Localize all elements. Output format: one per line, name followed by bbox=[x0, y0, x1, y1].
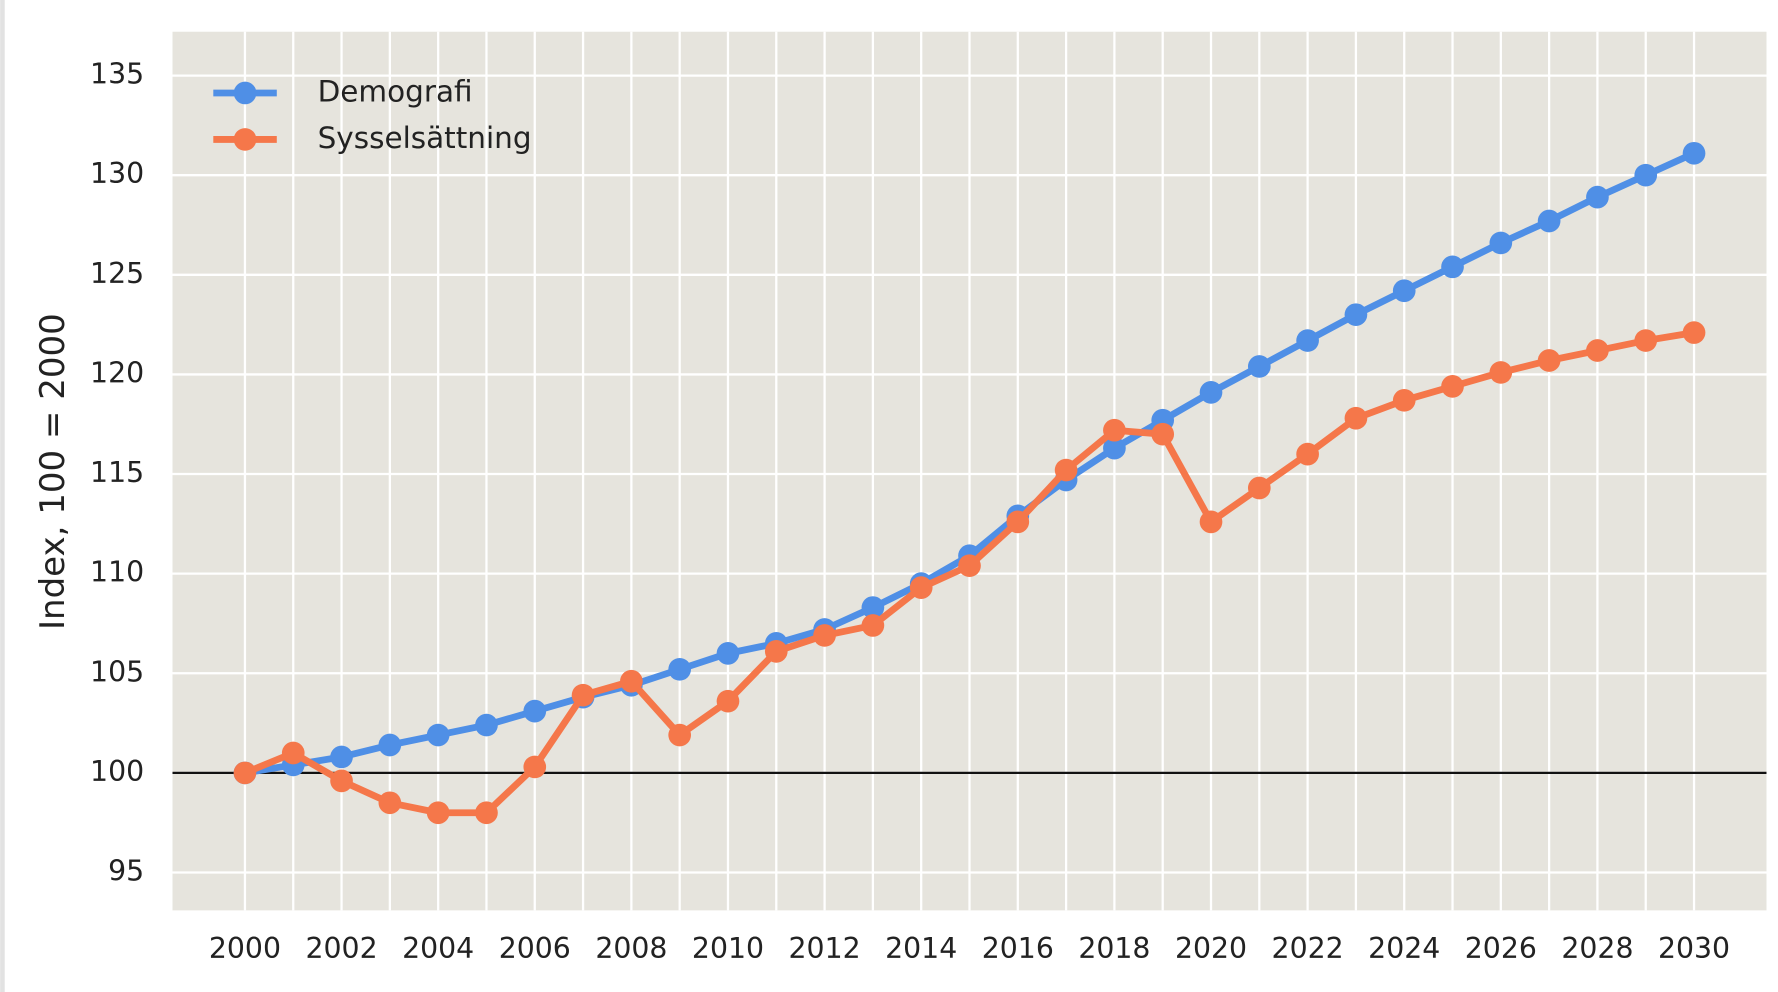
x-tick-label: 2028 bbox=[1561, 932, 1633, 965]
point bbox=[764, 640, 788, 663]
edge bbox=[0, 0, 5, 992]
point bbox=[1537, 349, 1561, 372]
point bbox=[475, 801, 498, 825]
point bbox=[475, 713, 498, 737]
point bbox=[330, 769, 353, 793]
point bbox=[1586, 339, 1609, 362]
x-tick-label: 2010 bbox=[692, 932, 764, 965]
point bbox=[1682, 141, 1706, 165]
point bbox=[861, 614, 885, 637]
legend-marker bbox=[233, 128, 257, 151]
y-tick-label: 130 bbox=[90, 157, 144, 190]
point bbox=[716, 642, 740, 665]
point bbox=[1103, 436, 1126, 460]
point bbox=[1392, 279, 1416, 303]
legend-marker bbox=[233, 81, 257, 105]
point bbox=[1296, 329, 1319, 352]
point bbox=[958, 554, 981, 578]
point bbox=[1006, 510, 1030, 534]
point bbox=[1634, 329, 1658, 352]
x-tick-label: 2016 bbox=[982, 932, 1054, 965]
point bbox=[330, 745, 353, 769]
point bbox=[378, 791, 402, 815]
x-tick-label: 2012 bbox=[789, 932, 861, 965]
x-tick-label: 2018 bbox=[1078, 932, 1150, 965]
point bbox=[523, 699, 547, 723]
point bbox=[1151, 422, 1175, 446]
y-tick-label: 135 bbox=[90, 58, 144, 91]
point bbox=[1441, 255, 1464, 279]
point bbox=[1247, 355, 1271, 378]
point bbox=[378, 733, 402, 757]
point bbox=[1199, 381, 1223, 404]
point bbox=[233, 761, 257, 785]
point bbox=[1586, 185, 1609, 209]
y-tick-label: 125 bbox=[90, 257, 144, 290]
legend-label: Demografi bbox=[318, 74, 473, 108]
y-tick-label: 105 bbox=[90, 655, 144, 688]
y-tick-label: 120 bbox=[90, 356, 144, 389]
x-tick-label: 2002 bbox=[306, 932, 378, 965]
point bbox=[1634, 163, 1658, 187]
point bbox=[1296, 442, 1319, 466]
point bbox=[426, 801, 450, 825]
x-tick-label: 2014 bbox=[885, 932, 957, 965]
x-tick-label: 2022 bbox=[1272, 932, 1344, 965]
point bbox=[426, 723, 450, 747]
point bbox=[1682, 321, 1706, 344]
x-tick-label: 2030 bbox=[1658, 932, 1730, 965]
y-tick-label: 110 bbox=[90, 556, 144, 589]
point bbox=[1344, 406, 1368, 430]
point bbox=[1489, 231, 1513, 255]
point bbox=[1103, 418, 1126, 442]
point bbox=[1247, 476, 1271, 500]
x-tick-label: 2020 bbox=[1175, 932, 1247, 965]
x-tick-label: 2000 bbox=[209, 932, 281, 965]
legend-label: Sysselsättning bbox=[318, 121, 532, 155]
point bbox=[1054, 458, 1078, 482]
x-tick-label: 2004 bbox=[402, 932, 474, 965]
point bbox=[1537, 209, 1561, 233]
point bbox=[571, 683, 595, 707]
point bbox=[1344, 303, 1368, 326]
point bbox=[813, 624, 836, 647]
point bbox=[716, 689, 740, 713]
point bbox=[861, 596, 885, 619]
point bbox=[668, 657, 692, 681]
point bbox=[523, 755, 547, 779]
x-tick-label: 2024 bbox=[1368, 932, 1440, 965]
point bbox=[281, 741, 305, 765]
point bbox=[1489, 361, 1513, 384]
x-tick-label: 2026 bbox=[1465, 932, 1537, 965]
y-tick-label: 100 bbox=[90, 755, 144, 788]
point bbox=[620, 669, 643, 693]
point bbox=[668, 723, 692, 747]
y-tick-label: 95 bbox=[108, 855, 144, 888]
x-tick-label: 2008 bbox=[595, 932, 667, 965]
point bbox=[1199, 510, 1223, 534]
y-axis-label: Index, 100 = 2000 bbox=[33, 313, 73, 630]
x-tick-label: 2006 bbox=[499, 932, 571, 965]
point bbox=[909, 576, 933, 599]
point bbox=[1441, 375, 1464, 398]
y-tick-label: 115 bbox=[90, 456, 144, 489]
point bbox=[1392, 388, 1416, 412]
